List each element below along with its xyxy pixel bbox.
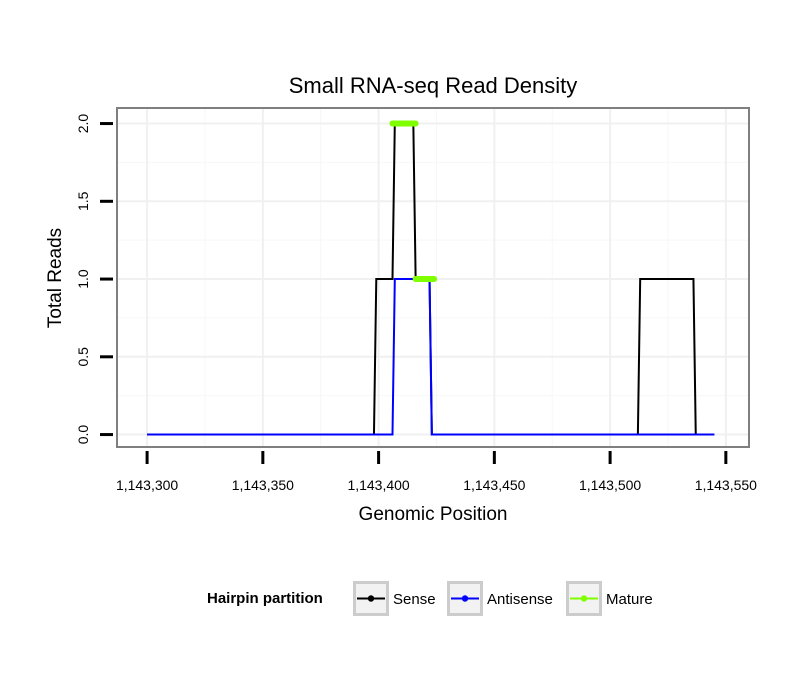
y-tick-label: 1.0	[75, 269, 91, 289]
x-tick-label: 1,143,500	[579, 477, 641, 493]
chart-title: Small RNA-seq Read Density	[289, 73, 578, 98]
x-tick-label: 1,143,350	[232, 477, 294, 493]
plot-layer: 1,143,300 1,143,350 1,143,400 1,143,450 1,14…	[75, 107, 757, 493]
legend-key-point	[461, 595, 469, 602]
legend: Hairpin partition Sense Antisense Mature	[207, 581, 653, 616]
legend-key-point	[367, 595, 375, 602]
legend-label-mature: Mature	[606, 591, 653, 608]
series-antisense-line	[147, 278, 715, 436]
legend-label-antisense: Antisense	[487, 591, 553, 608]
legend-key-point	[580, 595, 588, 602]
y-tick-label: 2.0	[75, 114, 91, 134]
x-tick-label: 1,143,300	[116, 477, 178, 493]
y-tick-label: 1.5	[75, 191, 91, 211]
y-axis-title: Total Reads	[45, 228, 66, 328]
legend-title: Hairpin partition	[207, 590, 323, 607]
y-tick-label: 0.5	[75, 347, 91, 367]
x-tick-label: 1,143,550	[695, 477, 757, 493]
y-tick-label: 0.0	[75, 425, 91, 445]
x-tick-label: 1,143,400	[347, 477, 409, 493]
x-axis-title: Genomic Position	[359, 504, 508, 525]
panel-border	[116, 107, 750, 448]
x-tick-label: 1,143,450	[463, 477, 525, 493]
legend-label-sense: Sense	[393, 591, 436, 608]
